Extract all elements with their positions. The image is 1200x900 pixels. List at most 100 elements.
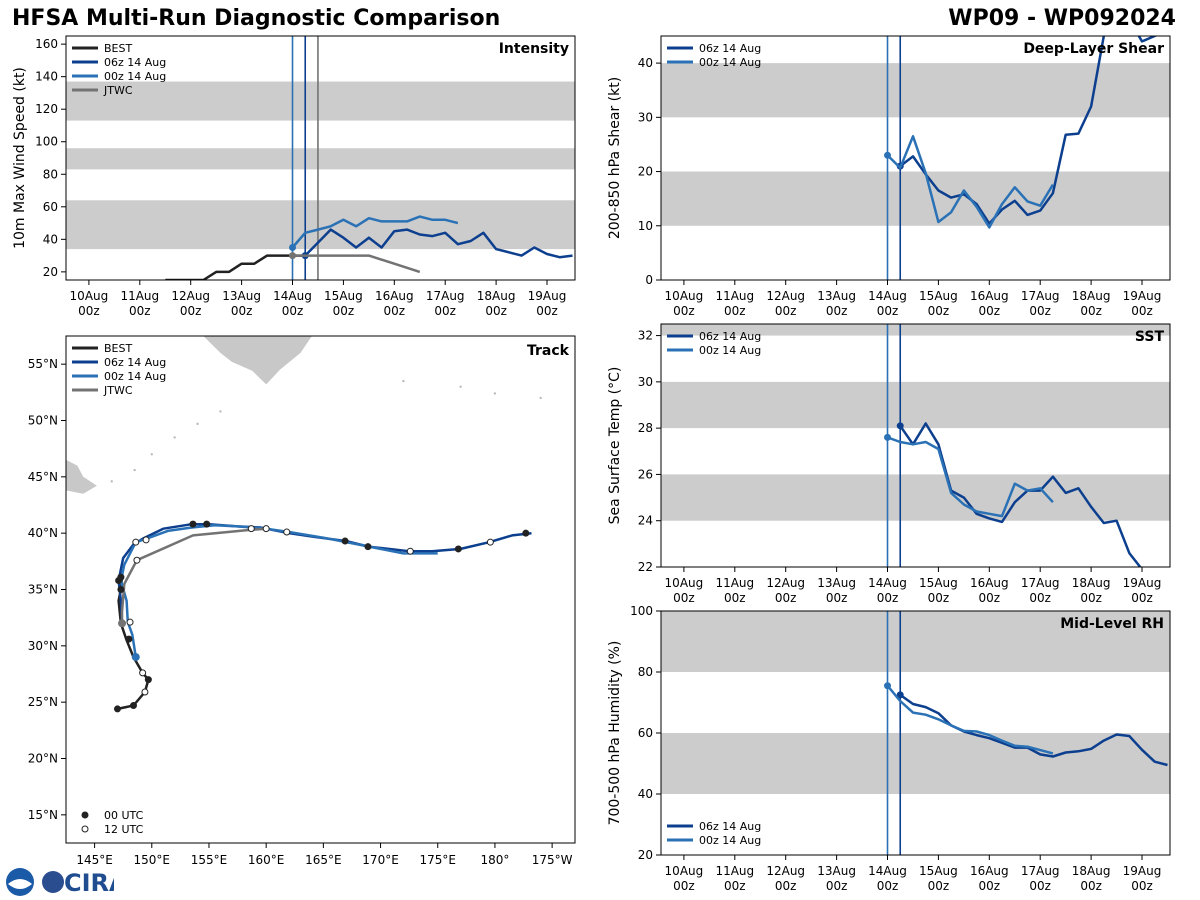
intensity-plot-area (66, 36, 575, 280)
legend-12utc-label: 12 UTC (104, 823, 144, 836)
track-point-12utc (406, 547, 414, 555)
track-lat-tick-label: 25°N (28, 695, 58, 709)
sst-series-06z-14-aug-start-point (896, 422, 904, 430)
track-point-12utc (133, 556, 141, 564)
intensity-xtick-label: 16Aug 00z (375, 289, 414, 318)
legend-label-00z-14-aug: 00z 14 Aug (104, 370, 166, 383)
legend-label-06z-14-aug: 06z 14 Aug (104, 56, 166, 69)
track-plot-area (66, 336, 542, 713)
sst-xtick-label: 11Aug 00z (715, 576, 754, 605)
rh-xtick-label: 12Aug 00z (766, 864, 805, 893)
intensity-series-00z-14-aug (291, 215, 459, 249)
intensity-xtick-label: 10Aug 00z (70, 289, 109, 318)
island-dot (133, 468, 136, 472)
rh-title: Mid-Level RH (1060, 616, 1164, 632)
track-point-12utc (139, 669, 147, 677)
sst-series-00z-14-aug-start-point (884, 433, 892, 441)
track-point-12utc (132, 538, 140, 546)
rh-ytick-label: 60 (638, 726, 653, 740)
rh-xtick-label: 11Aug 00z (715, 864, 754, 893)
sst-ytick-label: 24 (638, 514, 653, 528)
intensity-band-1 (66, 148, 575, 170)
track-lon-tick-label: 175°W (532, 853, 573, 867)
intensity-ytick-label: 140 (35, 70, 58, 84)
track-point-12utc (262, 525, 270, 533)
shear-ylabel: 200-850 hPa Shear (kt) (607, 77, 623, 239)
intensity-frame (65, 35, 576, 281)
track-point-12utc (247, 525, 255, 533)
island-dot (219, 410, 222, 413)
shear-ytick-label: 20 (638, 165, 653, 179)
island-dot (173, 436, 176, 439)
shear-series-00z-14-aug-start-point (884, 151, 892, 159)
track-point-00utc (125, 635, 133, 643)
intensity-ylabel: 10m Max Wind Speed (kt) (12, 67, 28, 249)
shear-xtick-label: 19Aug 00z (1123, 289, 1162, 318)
panel-intensity: 20 40 60 80 100 120 140 160 10Aug 00z 11Aug 00z 12Au… (12, 35, 576, 318)
shear-xtick-label: 17Aug 00z (1021, 289, 1060, 318)
sst-series-00z-14-aug (887, 436, 1054, 518)
panel-shear: 0 10 20 30 40 10Aug 00z 11Aug 00z 12Aug 00z 13Aug 00… (607, 35, 1171, 318)
track-point-00utc (364, 543, 372, 551)
intensity-xtick-label: 13Aug 00z (222, 289, 261, 318)
sst-ytick-label: 26 (638, 467, 653, 481)
sst-xtick-label: 15Aug 00z (919, 576, 958, 605)
legend-label-best: BEST (104, 342, 132, 355)
intensity-ytick-label: 100 (35, 135, 58, 149)
legend-00utc-marker (81, 811, 89, 819)
rh-xtick-label: 16Aug 00z (970, 864, 1009, 893)
intensity-xtick-label: 15Aug 00z (324, 289, 363, 318)
page-title: HFSA Multi-Run Diagnostic Comparison (12, 6, 501, 31)
intensity-xtick-label: 12Aug 00z (171, 289, 210, 318)
intensity-ytick-label: 120 (35, 102, 58, 116)
track-lon-tick-label: 175°E (419, 853, 456, 867)
rh-series-00z-14-aug (886, 684, 1054, 755)
rh-ylabel: 700-500 hPa Humidity (%) (607, 641, 623, 826)
legend-label-00z-14-aug: 00z 14 Aug (104, 70, 166, 83)
sst-xtick-label: 19Aug 00z (1123, 576, 1162, 605)
shear-band-1 (661, 63, 1170, 118)
shear-ytick-label: 10 (638, 219, 653, 233)
track-00z-start-point (131, 653, 140, 662)
rh-band-0 (661, 733, 1170, 794)
track-lat-tick-label: 50°N (28, 414, 58, 428)
rh-xtick-label: 18Aug 00z (1072, 864, 1111, 893)
rh-ytick-label: 40 (638, 787, 653, 801)
intensity-series-jtwc (292, 254, 421, 274)
island-dot (493, 392, 497, 395)
shear-xtick-label: 16Aug 00z (970, 289, 1009, 318)
island-dot (459, 385, 462, 388)
shear-xtick-label: 13Aug 00z (817, 289, 856, 318)
track-point-00utc (203, 520, 211, 528)
track-lat-tick-label: 20°N (28, 752, 58, 766)
intensity-series-jtwc-start-point (289, 252, 297, 260)
shear-xtick-label: 14Aug 00z (868, 289, 907, 318)
sst-ytick-label: 32 (638, 329, 653, 343)
intensity-ytick-label: 60 (43, 200, 58, 214)
rh-plot-area (661, 611, 1170, 855)
panel-track: 145°E 150°E 155°E 160°E 165°E 170°E 175°E 180° 1… (28, 335, 576, 867)
legend-label-06z-14-aug: 06z 14 Aug (104, 356, 166, 369)
track-point-00utc (115, 576, 123, 584)
rh-xtick-label: 17Aug 00z (1021, 864, 1060, 893)
track-point-00utc (454, 545, 462, 553)
intensity-ytick-label: 40 (43, 232, 58, 246)
intensity-series-00z-14-aug-start-point (289, 243, 297, 251)
track-lon-tick-label: 145°E (76, 853, 113, 867)
shear-series-00z-14-aug (886, 135, 1054, 229)
legend-label-jtwc: JTWC (103, 384, 133, 397)
sst-band-0 (661, 474, 1170, 521)
shear-xtick-label: 11Aug 00z (715, 289, 754, 318)
rh-xtick-label: 14Aug 00z (868, 864, 907, 893)
shear-ytick-label: 0 (645, 273, 653, 287)
track-series-00z-14-aug (119, 524, 438, 658)
sst-band-2 (661, 324, 1170, 336)
island-dot (110, 480, 113, 483)
sst-frame (660, 323, 1171, 568)
track-lat-tick-label: 30°N (28, 639, 58, 653)
rh-xtick-label: 10Aug 00z (665, 864, 704, 893)
track-lon-tick-label: 160°E (248, 853, 285, 867)
intensity-series-06z-14-aug (304, 228, 573, 259)
shear-xtick-label: 12Aug 00z (766, 289, 805, 318)
intensity-series-best (165, 254, 306, 280)
